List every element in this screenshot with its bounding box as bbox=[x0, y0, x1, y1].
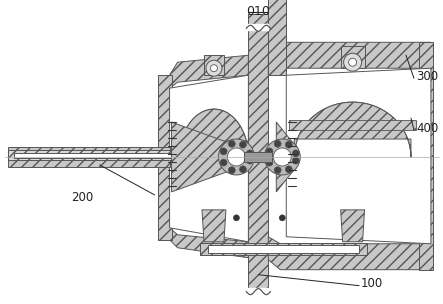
Circle shape bbox=[279, 215, 285, 221]
Polygon shape bbox=[268, 237, 431, 270]
Polygon shape bbox=[245, 152, 272, 162]
Circle shape bbox=[344, 53, 361, 71]
Circle shape bbox=[349, 58, 357, 66]
Circle shape bbox=[220, 148, 227, 155]
Polygon shape bbox=[179, 109, 249, 157]
Polygon shape bbox=[268, 0, 286, 75]
Polygon shape bbox=[200, 243, 366, 255]
Polygon shape bbox=[208, 245, 358, 253]
Circle shape bbox=[274, 140, 281, 147]
Polygon shape bbox=[286, 68, 431, 244]
Circle shape bbox=[274, 167, 281, 174]
Circle shape bbox=[228, 167, 235, 174]
Circle shape bbox=[218, 139, 254, 175]
Text: 200: 200 bbox=[71, 192, 93, 204]
Text: 100: 100 bbox=[361, 277, 383, 290]
Text: 300: 300 bbox=[416, 70, 438, 83]
Polygon shape bbox=[171, 122, 241, 192]
Polygon shape bbox=[249, 14, 268, 292]
Circle shape bbox=[246, 150, 253, 157]
Circle shape bbox=[246, 157, 253, 164]
Circle shape bbox=[239, 141, 246, 148]
Polygon shape bbox=[341, 210, 365, 242]
Polygon shape bbox=[158, 75, 171, 240]
Circle shape bbox=[239, 166, 246, 173]
Circle shape bbox=[206, 60, 222, 76]
Circle shape bbox=[233, 215, 239, 221]
Polygon shape bbox=[8, 150, 237, 160]
Circle shape bbox=[292, 150, 299, 157]
Circle shape bbox=[210, 65, 218, 72]
Circle shape bbox=[292, 157, 299, 164]
Polygon shape bbox=[294, 102, 411, 157]
Text: 010: 010 bbox=[246, 5, 270, 18]
Polygon shape bbox=[289, 120, 416, 130]
Polygon shape bbox=[8, 147, 170, 167]
Text: 400: 400 bbox=[416, 122, 438, 135]
Polygon shape bbox=[341, 46, 365, 68]
Circle shape bbox=[273, 148, 291, 166]
Circle shape bbox=[264, 139, 300, 175]
Circle shape bbox=[220, 159, 227, 166]
Polygon shape bbox=[14, 153, 233, 158]
Circle shape bbox=[228, 140, 235, 147]
Circle shape bbox=[285, 141, 292, 148]
Circle shape bbox=[227, 148, 245, 166]
Polygon shape bbox=[204, 55, 224, 75]
Polygon shape bbox=[419, 42, 433, 270]
Polygon shape bbox=[202, 210, 226, 242]
Polygon shape bbox=[170, 55, 249, 88]
Circle shape bbox=[285, 166, 292, 173]
Circle shape bbox=[266, 159, 273, 166]
Polygon shape bbox=[276, 122, 296, 192]
Polygon shape bbox=[268, 42, 431, 75]
Polygon shape bbox=[170, 75, 249, 242]
Circle shape bbox=[266, 148, 273, 155]
Polygon shape bbox=[170, 228, 249, 258]
